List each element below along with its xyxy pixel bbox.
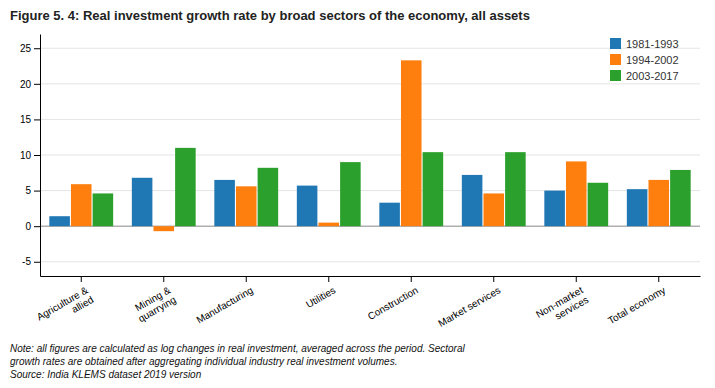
x-tick-mark — [328, 276, 329, 282]
y-tick-mark — [34, 119, 40, 120]
y-tick-mark — [34, 48, 40, 49]
x-tick-mark — [493, 276, 494, 282]
grid-line — [40, 119, 700, 120]
legend-label: 1994-2002 — [626, 54, 679, 66]
grid-line — [40, 83, 700, 84]
legend-swatch — [610, 54, 621, 65]
bar — [544, 191, 565, 227]
bar — [71, 184, 92, 226]
x-tick: Mining &quarrying — [131, 276, 178, 324]
bar — [648, 180, 669, 226]
bar — [49, 216, 70, 226]
grid — [40, 48, 700, 262]
x-tick: Total economy — [606, 276, 667, 326]
y-tick-mark — [34, 262, 40, 263]
note: Note: all figures are calculated as log … — [10, 343, 465, 354]
x-tick: Construction — [366, 276, 420, 322]
bar — [462, 175, 483, 226]
legend-item: 2003-2017 — [610, 70, 679, 82]
title: Figure 5. 4: Real investment growth rate… — [10, 8, 530, 23]
bar — [423, 152, 444, 226]
y-tick-label: 10 — [20, 150, 32, 161]
note: Source: India KLEMS dataset 2019 version — [10, 369, 202, 380]
x-tick-mark — [658, 276, 659, 282]
bar — [588, 183, 609, 226]
x-tick-label: Construction — [366, 284, 420, 322]
bar — [505, 152, 526, 226]
y-tick: 10 — [20, 150, 40, 161]
legend-label: 1981-1993 — [626, 38, 679, 50]
bar — [132, 178, 153, 226]
x-tick: Manufacturing — [194, 276, 254, 326]
bar — [153, 226, 174, 231]
x-tick-mark — [411, 276, 412, 282]
x-tick-mark — [163, 276, 164, 282]
y-tick: 20 — [20, 79, 40, 90]
bar — [236, 186, 257, 226]
bar — [93, 193, 114, 226]
x-tick-label: Non-marketservices — [534, 284, 590, 329]
x-tick: Agriculture &allied — [35, 276, 96, 332]
bar — [258, 168, 279, 226]
bar — [566, 161, 587, 226]
y-tick-label: 5 — [25, 185, 31, 196]
y-tick-label: 20 — [20, 79, 32, 90]
y-tick-mark — [34, 84, 40, 85]
bar — [214, 180, 235, 226]
x-tick-mark — [576, 276, 577, 282]
y-tick: -5 — [22, 256, 40, 267]
y-axis-line — [40, 35, 41, 277]
grid-line — [40, 155, 700, 156]
grid-line — [40, 261, 700, 262]
grid-line — [40, 48, 700, 49]
y-tick-label: 15 — [20, 114, 32, 125]
legend-swatch — [610, 70, 621, 81]
y-tick-label: 0 — [25, 221, 31, 232]
y-tick-label: -5 — [22, 256, 31, 267]
x-tick-label: Total economy — [606, 284, 667, 326]
x-tick: Non-marketservices — [534, 276, 590, 330]
bar — [379, 203, 400, 226]
note: growth rates are obtained after aggregat… — [10, 356, 397, 367]
x-tick: Utilities — [304, 276, 337, 310]
bar-series — [71, 60, 669, 231]
legend-label: 2003-2017 — [626, 70, 679, 82]
bar — [627, 189, 648, 226]
legend-item: 1994-2002 — [610, 54, 679, 66]
y-tick-mark — [34, 226, 40, 227]
x-axis: Agriculture &allied Mining &quarrying Manu… — [35, 276, 701, 332]
y-tick: 0 — [25, 221, 40, 232]
bar — [318, 223, 339, 227]
bar-series — [93, 148, 691, 226]
bar — [670, 170, 691, 226]
bar — [297, 186, 318, 227]
y-axis: -5 0 5 10 15 20 25 — [20, 35, 41, 277]
legend-swatch — [610, 38, 621, 49]
x-tick-label: Utilities — [304, 284, 337, 310]
x-tick-label: Mining &quarrying — [131, 284, 178, 324]
bar — [340, 162, 361, 226]
x-axis-line — [41, 276, 701, 277]
legend: 1981-1993 1994-2002 2003-2017 — [610, 38, 679, 82]
legend-item: 1981-1993 — [610, 38, 679, 50]
y-tick: 15 — [20, 114, 40, 125]
x-tick-label: Agriculture &allied — [35, 284, 96, 332]
y-tick-mark — [34, 191, 40, 192]
chart: Figure 5. 4: Real investment growth rate… — [0, 0, 715, 388]
x-tick-label: Manufacturing — [194, 284, 254, 325]
x-tick-mark — [81, 276, 82, 282]
x-tick-mark — [246, 276, 247, 282]
y-tick: 25 — [20, 43, 40, 54]
y-tick: 5 — [25, 185, 40, 196]
x-tick: Market services — [436, 276, 502, 329]
bar — [175, 148, 196, 226]
bars — [49, 60, 690, 231]
plot: -5 0 5 10 15 20 25 Agriculture &allied Mining &q… — [20, 35, 701, 333]
bar — [483, 193, 504, 226]
x-tick-label: Market services — [436, 284, 502, 329]
y-tick-label: 25 — [20, 43, 32, 54]
bar — [401, 60, 422, 226]
y-tick-mark — [34, 155, 40, 156]
